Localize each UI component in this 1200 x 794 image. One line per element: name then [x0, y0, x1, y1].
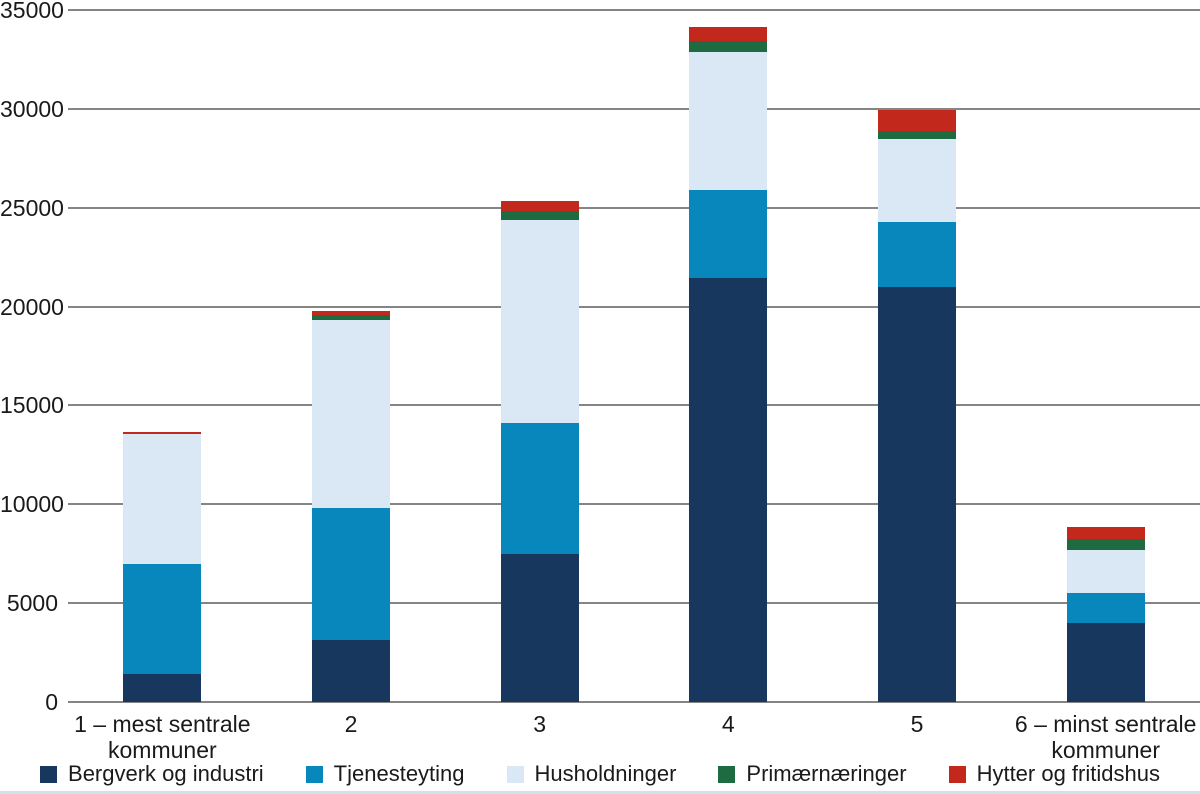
bar-segment-husholdninger	[123, 434, 202, 564]
legend-label: Tjenesteyting	[333, 761, 465, 786]
legend-label: Bergverk og industri	[68, 761, 264, 786]
gridline	[68, 107, 1200, 110]
x-axis-label: 2	[344, 711, 358, 737]
legend-swatch	[948, 765, 966, 783]
bar-segment-tjenesteyting	[1066, 593, 1145, 623]
legend-swatch	[40, 765, 58, 783]
bar-segment-hytter-og-fritidshus	[500, 200, 579, 211]
x-axis-label: 4	[721, 711, 735, 737]
y-tick-label: 35000	[0, 0, 64, 23]
bar-segment-tjenesteyting	[123, 563, 202, 675]
gridline	[68, 503, 1200, 506]
legend-item: Tjenesteyting	[305, 761, 465, 786]
x-axis-label: 1 – mest sentrale kommuner	[74, 711, 251, 763]
bottom-border-strip	[0, 791, 1200, 794]
bar-segment-bergverk-og-industri	[500, 553, 579, 702]
legend-label: Hytter og fritidshus	[976, 761, 1160, 786]
x-axis-label: 6 – minst sentrale kommuner	[1014, 711, 1197, 763]
legend-item: Husholdninger	[506, 761, 677, 786]
bar-segment-husholdninger	[689, 51, 768, 190]
bar-segment-bergverk-og-industri	[312, 639, 390, 702]
bar-segment-tjenesteyting	[689, 189, 768, 278]
y-tick-label: 30000	[0, 95, 64, 122]
bar-segment-bergverk-og-industri	[123, 674, 202, 702]
x-axis-label: 3	[533, 711, 547, 737]
y-tick-label: 10000	[0, 491, 64, 518]
bar-segment-prim-rn-ringer	[500, 210, 579, 220]
bar-segment-prim-rn-ringer	[312, 315, 390, 321]
bar-segment-bergverk-og-industri	[878, 286, 956, 702]
legend-swatch	[305, 765, 323, 783]
y-tick-label: 20000	[0, 293, 64, 320]
bar-segment-hytter-og-fritidshus	[689, 26, 768, 41]
gridline	[68, 206, 1200, 209]
legend-swatch	[506, 765, 524, 783]
y-tick-label: 0	[45, 689, 58, 715]
bar-segment-bergverk-og-industri	[1066, 622, 1145, 702]
legend-label: Primærnæringer	[746, 761, 907, 786]
bar-segment-prim-rn-ringer	[689, 40, 768, 52]
legend-item: Primærnæringer	[718, 761, 907, 786]
bar-segment-hytter-og-fritidshus	[312, 310, 390, 316]
bar-segment-hytter-og-fritidshus	[123, 432, 202, 435]
gridline	[68, 701, 1200, 703]
y-tick-label: 25000	[0, 194, 64, 221]
bar-segment-husholdninger	[1066, 549, 1145, 594]
bar-segment-prim-rn-ringer	[878, 130, 956, 139]
legend-item: Bergverk og industri	[40, 762, 264, 786]
gridline	[68, 9, 1200, 11]
bar-segment-husholdninger	[312, 320, 390, 509]
bar-segment-husholdninger	[878, 138, 956, 222]
gridline	[68, 305, 1200, 308]
y-tick-label: 5000	[6, 590, 58, 617]
bar-segment-hytter-og-fritidshus	[1066, 527, 1145, 539]
bar-segment-prim-rn-ringer	[1066, 538, 1145, 550]
bar-segment-bergverk-og-industri	[689, 277, 768, 702]
bar-segment-tjenesteyting	[500, 423, 579, 554]
y-tick-label: 15000	[0, 392, 64, 419]
bar-segment-husholdninger	[500, 219, 579, 424]
legend-swatch	[718, 765, 736, 783]
gridline	[68, 602, 1200, 605]
legend-label: Husholdninger	[534, 761, 677, 786]
chart-legend: Bergverk og industri Tjenesteyting Hushold…	[0, 762, 1200, 786]
x-axis-label: 5	[910, 711, 924, 737]
legend-item: Hytter og fritidshus	[948, 761, 1160, 786]
bar-segment-tjenesteyting	[312, 508, 390, 640]
bar-segment-hytter-og-fritidshus	[878, 109, 956, 131]
gridline	[68, 404, 1200, 407]
bar-segment-tjenesteyting	[878, 221, 956, 287]
